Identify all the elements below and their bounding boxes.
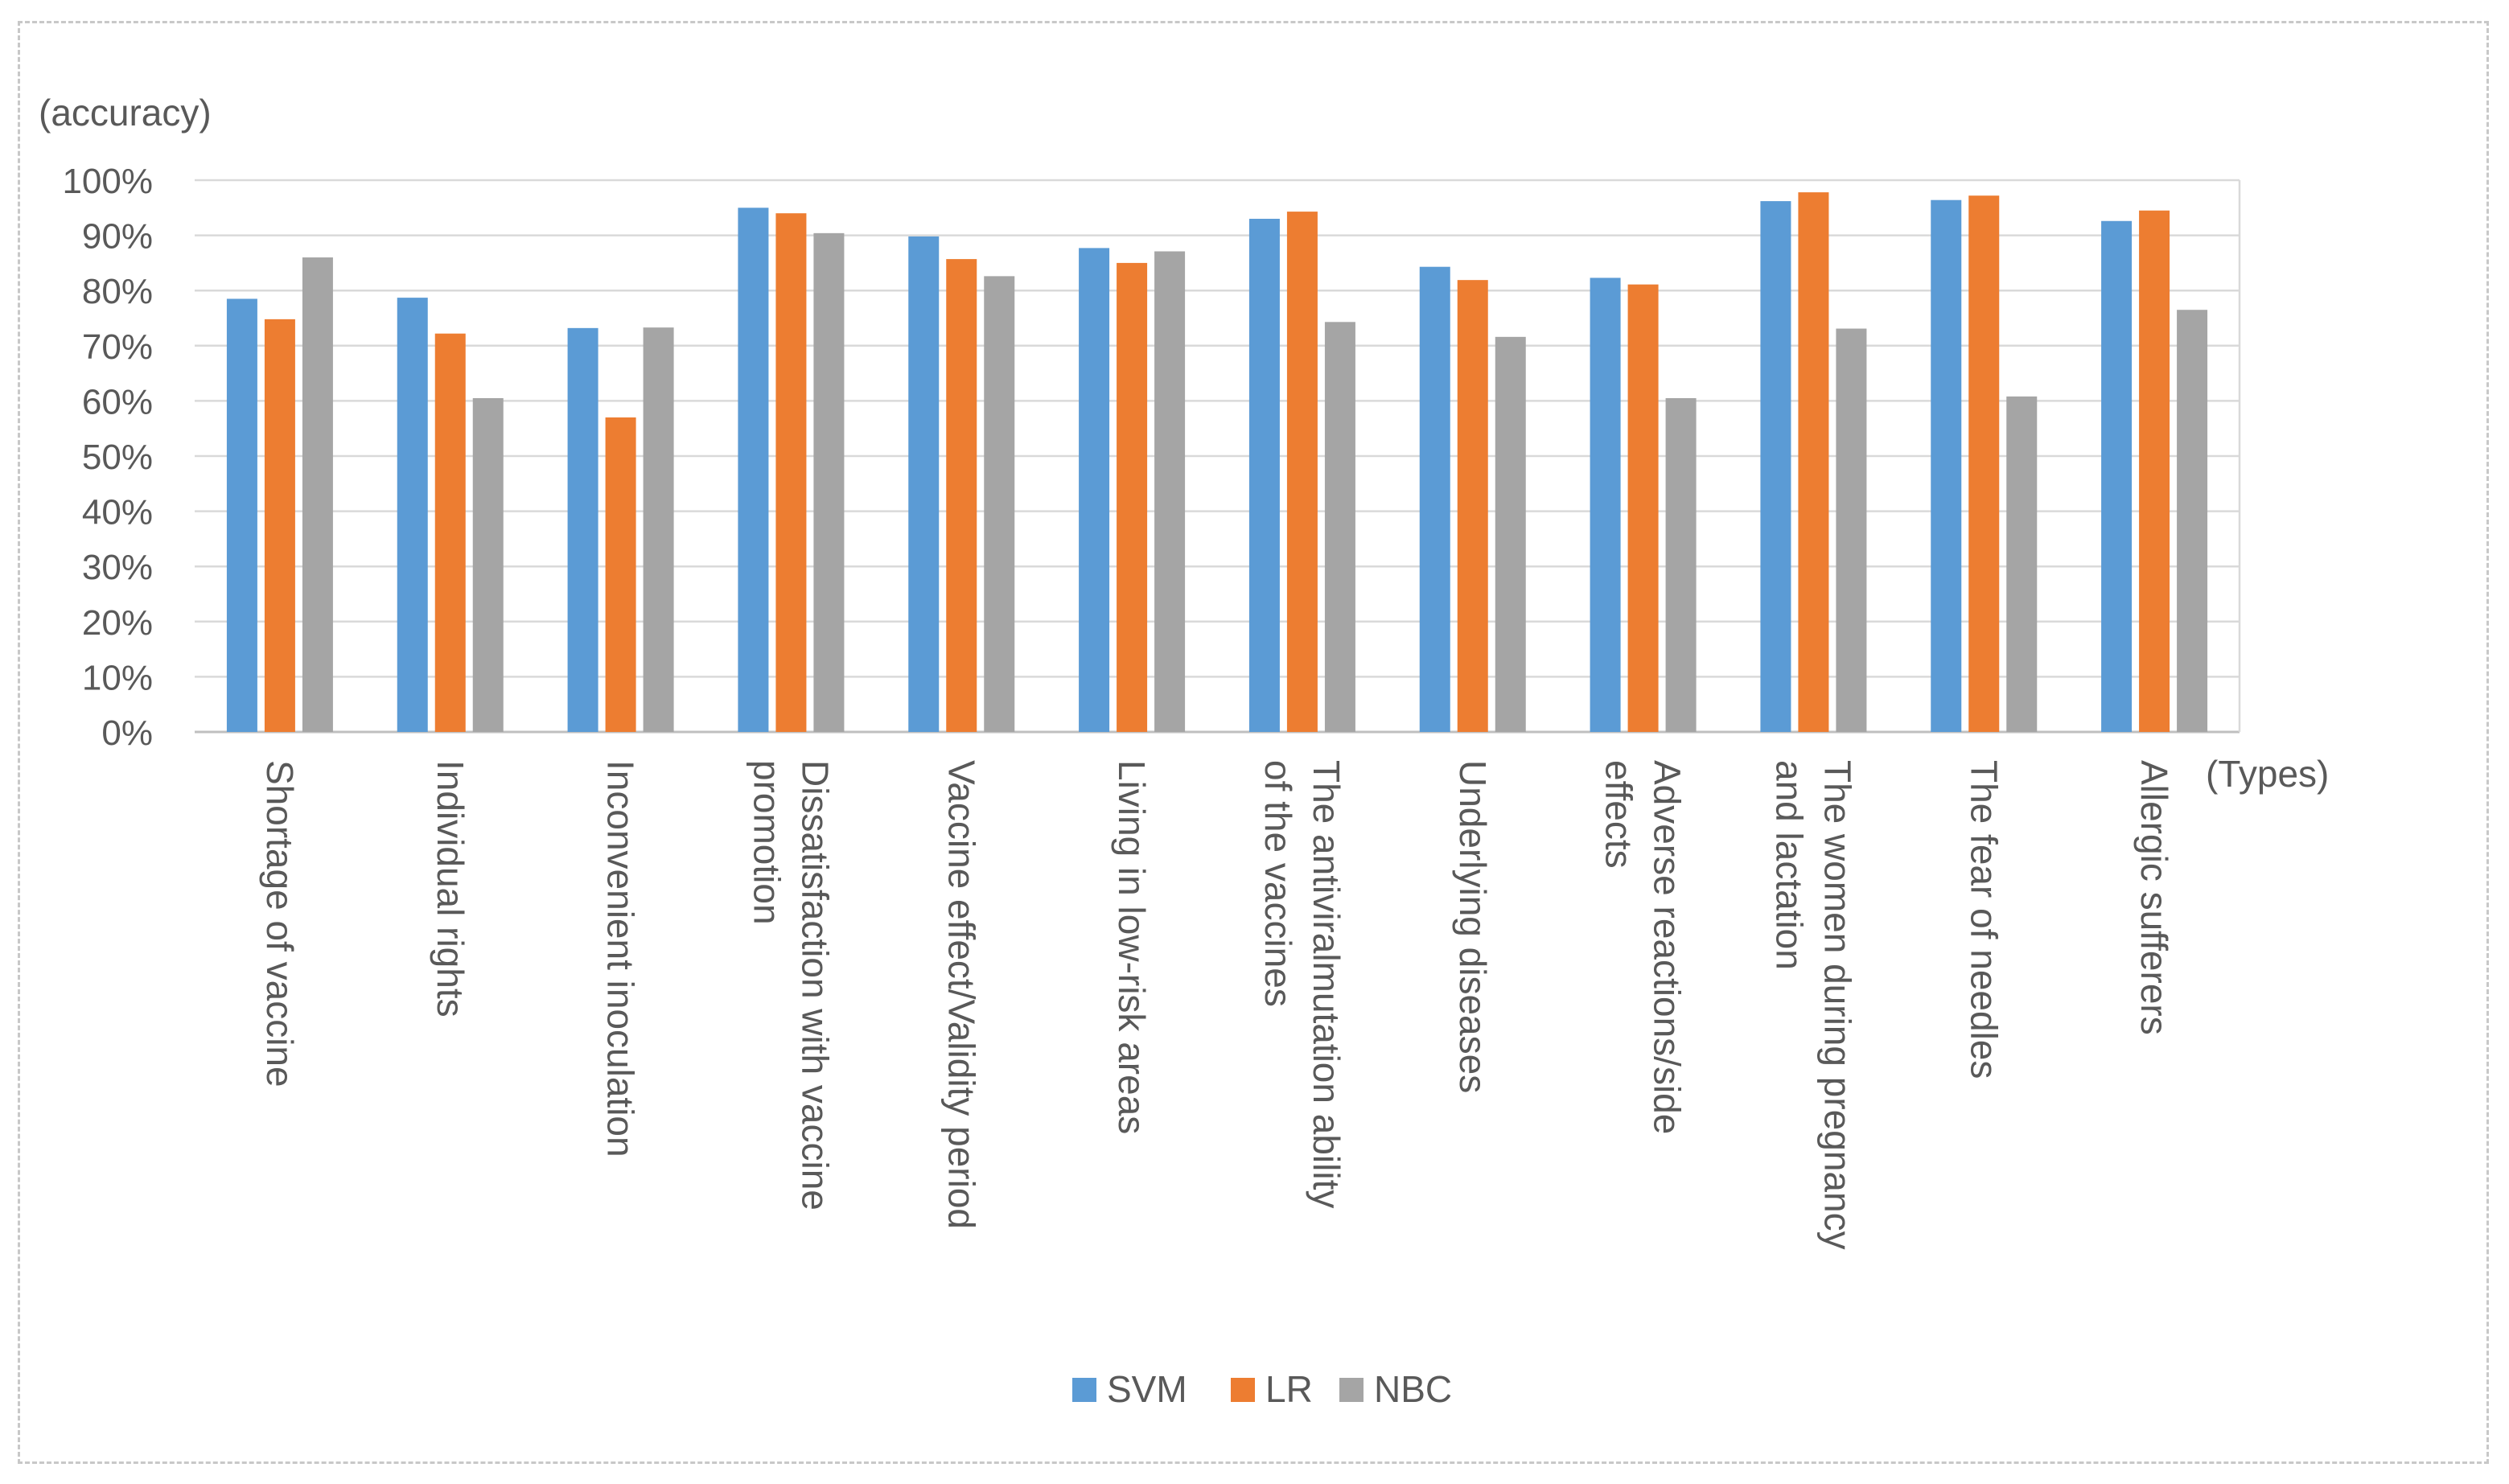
bar-nbc xyxy=(984,276,1015,732)
category-label: Living in low-risk areas xyxy=(1111,760,1153,1134)
bar-svm xyxy=(226,298,257,732)
bar-svm xyxy=(1248,219,1280,732)
y-tick-label: 60% xyxy=(82,382,153,421)
bar-nbc xyxy=(1665,397,1697,732)
y-tick-label: 100% xyxy=(62,162,153,201)
bar-svm xyxy=(1419,266,1450,732)
bar-svm xyxy=(1931,199,1962,733)
category-label: Individual rights xyxy=(430,760,471,1017)
bar-lr xyxy=(946,259,977,732)
legend-swatch-lr xyxy=(1231,1378,1255,1402)
category-label: and lactation xyxy=(1768,760,1810,970)
category-label: The women during pregnancy xyxy=(1816,760,1858,1250)
legend-label-lr: LR xyxy=(1265,1368,1313,1410)
legend: SVM LR NBC xyxy=(1072,1368,1452,1410)
legend-label-svm: SVM xyxy=(1107,1368,1187,1410)
bar-nbc xyxy=(1495,336,1526,732)
bar-nbc xyxy=(1154,251,1186,732)
bars xyxy=(226,192,2208,733)
bar-svm xyxy=(2101,220,2133,732)
x-axis-label: (Types) xyxy=(2206,753,2329,795)
bar-nbc xyxy=(643,327,674,732)
gridlines xyxy=(195,179,2241,734)
bar-nbc xyxy=(2177,310,2208,733)
category-label: effects xyxy=(1598,760,1640,869)
legend-swatch-nbc xyxy=(1339,1378,1363,1402)
y-tick-label: 0% xyxy=(101,713,153,753)
category-label: The antiviralmutation ability xyxy=(1306,760,1347,1208)
category-label: Vaccine effect/Validity period xyxy=(940,760,982,1229)
category-label: Allergic sufferers xyxy=(2133,760,2175,1035)
bar-svm xyxy=(567,327,598,732)
bar-lr xyxy=(264,319,295,732)
category-label: Adverse reactions/side xyxy=(1647,760,1688,1134)
bar-svm xyxy=(1079,248,1110,732)
y-tick-labels: 0% 10% 20% 30% 40% 50% 60% 70% 80% 90% 100% xyxy=(62,162,153,753)
category-label: Dissatisfaction with vaccine xyxy=(794,760,836,1211)
bar-svm xyxy=(1590,277,1621,732)
y-tick-label: 80% xyxy=(82,272,153,311)
bar-svm xyxy=(908,236,940,732)
y-tick-label: 20% xyxy=(82,603,153,643)
bar-svm xyxy=(397,298,428,732)
bar-nbc xyxy=(302,257,333,732)
y-tick-label: 90% xyxy=(82,217,153,257)
bar-nbc xyxy=(813,232,845,733)
bar-lr xyxy=(1286,212,1318,732)
y-axis-label: (accuracy) xyxy=(39,92,212,134)
category-label: Underlying diseases xyxy=(1452,760,1494,1093)
category-label: promotion xyxy=(746,760,788,925)
y-tick-label: 50% xyxy=(82,438,153,477)
category-label: of the vaccines xyxy=(1257,760,1299,1007)
y-tick-label: 40% xyxy=(82,493,153,532)
category-labels: Shortage of vaccine Individual rights Inco… xyxy=(259,760,2175,1250)
legend-swatch-svm xyxy=(1072,1378,1096,1402)
y-tick-label: 10% xyxy=(82,658,153,697)
y-tick-label: 30% xyxy=(82,548,153,587)
bar-nbc xyxy=(472,397,504,732)
bar-lr xyxy=(1968,195,2000,732)
category-label: Shortage of vaccine xyxy=(259,760,301,1087)
bar-lr xyxy=(1798,192,1829,733)
y-tick-label: 70% xyxy=(82,327,153,367)
legend-label-nbc: NBC xyxy=(1374,1368,1452,1410)
bar-lr xyxy=(605,417,636,732)
bar-svm xyxy=(738,208,769,732)
bar-lr xyxy=(1627,284,1659,732)
bar-nbc xyxy=(1836,328,1867,732)
bar-lr xyxy=(2139,210,2170,733)
bar-nbc xyxy=(1324,322,1355,732)
chart-frame xyxy=(18,21,2489,1464)
bar-lr xyxy=(1117,262,1148,732)
bar-nbc xyxy=(2006,396,2038,732)
bar-svm xyxy=(1760,201,1791,732)
bar-lr xyxy=(1457,280,1488,732)
category-label: The fear of needles xyxy=(1963,760,2005,1079)
bar-lr xyxy=(775,213,807,732)
bar-lr xyxy=(434,333,466,732)
category-label: Inconvenient inoculation xyxy=(600,760,642,1157)
